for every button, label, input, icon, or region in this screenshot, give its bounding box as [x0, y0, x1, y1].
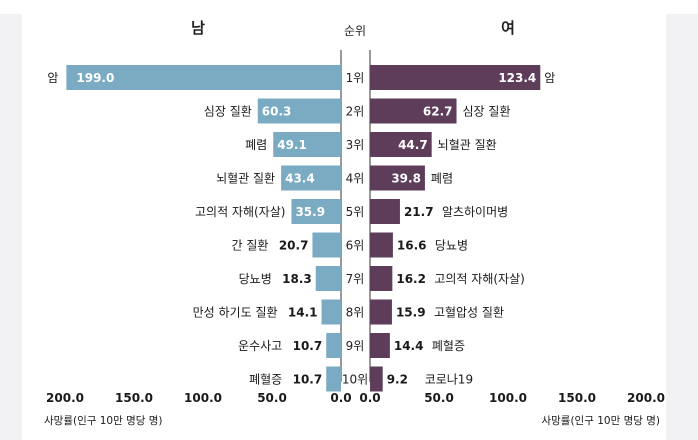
male-bar — [66, 65, 341, 90]
male-title: 남 — [191, 19, 205, 37]
male-bar — [321, 299, 341, 325]
rank-label: 4위 — [346, 172, 365, 186]
male-bar — [326, 366, 341, 392]
female-value-label: 16.2 — [396, 272, 426, 286]
male-category-label: 암 — [47, 71, 58, 85]
female-x-tick: 100.0 — [489, 391, 527, 405]
male-value-label: 43.4 — [285, 172, 315, 186]
female-category-label: 알츠하이머병 — [442, 205, 508, 219]
female-bar — [370, 266, 393, 291]
male-category-label: 고의적 자해(자살) — [195, 205, 285, 219]
female-value-label: 21.7 — [404, 205, 434, 219]
female-x-tick: 200.0 — [627, 391, 665, 405]
rank-label: 5위 — [346, 205, 365, 219]
male-value-label: 10.7 — [293, 339, 323, 353]
male-value-label: 10.7 — [293, 373, 323, 387]
male-x-axis-title: 사망률(인구 10만 명당 명) — [44, 415, 163, 427]
female-category-label: 폐렴 — [431, 172, 453, 186]
female-value-label: 39.8 — [391, 172, 421, 186]
male-value-label: 35.9 — [295, 205, 325, 219]
female-bar — [370, 366, 383, 392]
female-value-label: 14.4 — [394, 339, 424, 353]
female-bar — [370, 199, 400, 224]
rank-label: 7위 — [346, 272, 365, 286]
female-bar — [370, 98, 457, 124]
female-value-label: 44.7 — [398, 138, 428, 152]
male-category-label: 폐혈증 — [249, 373, 282, 387]
male-x-tick: 50.0 — [257, 391, 287, 405]
rank-label: 3위 — [346, 138, 365, 152]
male-bar — [312, 232, 341, 258]
female-category-label: 심장 질환 — [463, 105, 511, 119]
female-bar — [370, 65, 541, 90]
male-category-label: 뇌혈관 질환 — [216, 172, 275, 186]
female-x-tick: 50.0 — [424, 391, 454, 405]
male-value-label: 199.0 — [76, 71, 114, 85]
female-category-label: 코로나19 — [425, 373, 473, 387]
female-value-label: 62.7 — [423, 105, 453, 119]
female-category-label: 암 — [544, 71, 555, 85]
male-category-label: 폐렴 — [245, 138, 267, 152]
female-value-label: 123.4 — [498, 71, 536, 85]
male-value-label: 49.1 — [277, 138, 307, 152]
female-bar — [370, 165, 425, 191]
female-x-tick: 0.0 — [359, 391, 380, 405]
male-bar — [315, 266, 341, 291]
male-bar — [291, 199, 341, 224]
female-category-label: 뇌혈관 질환 — [438, 138, 497, 152]
female-value-label: 9.2 — [387, 373, 408, 387]
rank-label: 2위 — [346, 105, 365, 119]
male-x-tick: 0.0 — [330, 391, 351, 405]
male-category-label: 운수사고 — [238, 339, 282, 353]
male-category-label: 간 질환 — [231, 239, 268, 253]
male-value-label: 20.7 — [279, 239, 309, 253]
male-category-label: 당뇨병 — [239, 272, 272, 286]
male-category-label: 심장 질환 — [204, 105, 252, 119]
female-bar — [370, 232, 393, 258]
female-x-tick: 150.0 — [558, 391, 596, 405]
rank-label: 10위 — [342, 373, 368, 387]
female-bar — [370, 299, 392, 325]
left-margin-strip — [0, 14, 22, 440]
female-value-label: 16.6 — [397, 239, 427, 253]
female-category-label: 당뇨병 — [435, 239, 468, 253]
male-bar — [281, 165, 341, 191]
male-bar — [273, 132, 341, 157]
female-bar — [370, 132, 432, 157]
female-x-axis-title: 사망률(인구 10만 명당 명) — [541, 415, 660, 427]
female-bar — [370, 333, 390, 358]
male-x-tick: 150.0 — [115, 391, 153, 405]
female-title: 여 — [501, 19, 515, 37]
male-bar — [257, 98, 341, 124]
female-value-label: 15.9 — [396, 306, 426, 320]
rank-label: 8위 — [346, 306, 365, 320]
rank-label: 1위 — [346, 71, 365, 85]
male-category-label: 만성 하기도 질환 — [193, 306, 278, 320]
female-category-label: 고혈압성 질환 — [434, 306, 504, 320]
male-value-label: 14.1 — [288, 306, 318, 320]
female-category-label: 폐혈증 — [432, 339, 465, 353]
male-value-label: 60.3 — [262, 105, 292, 119]
rank-header: 순위 — [344, 24, 366, 38]
rank-label: 6위 — [346, 239, 365, 253]
male-bar — [326, 333, 341, 358]
male-value-label: 18.3 — [282, 272, 312, 286]
female-category-label: 고의적 자해(자살) — [434, 272, 524, 286]
rank-label: 9위 — [346, 339, 365, 353]
male-x-tick: 100.0 — [184, 391, 222, 405]
right-margin-strip — [666, 14, 698, 440]
male-x-tick: 200.0 — [46, 391, 84, 405]
